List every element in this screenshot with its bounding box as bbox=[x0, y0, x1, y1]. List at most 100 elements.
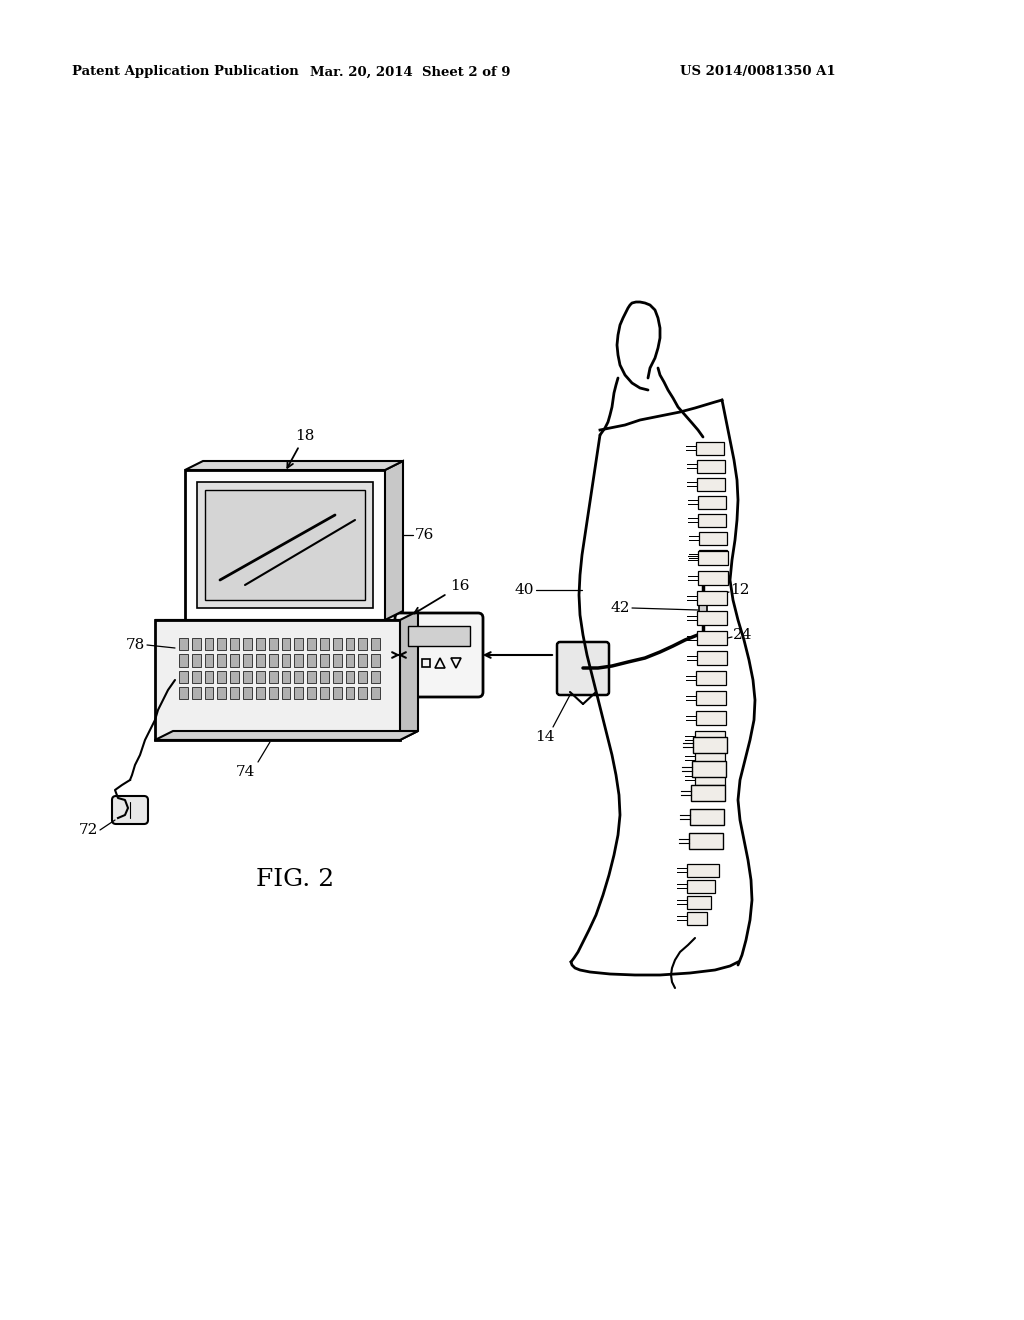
Text: 18: 18 bbox=[288, 429, 314, 467]
Bar bbox=[691, 785, 725, 801]
Bar bbox=[696, 690, 726, 705]
Bar bbox=[243, 671, 252, 682]
Bar bbox=[191, 686, 201, 700]
Bar bbox=[345, 638, 354, 651]
Bar bbox=[698, 550, 728, 565]
Polygon shape bbox=[385, 461, 403, 620]
Polygon shape bbox=[155, 731, 418, 741]
Bar bbox=[268, 686, 278, 700]
Bar bbox=[698, 532, 726, 544]
Text: US 2014/0081350 A1: US 2014/0081350 A1 bbox=[680, 66, 836, 78]
Polygon shape bbox=[155, 620, 400, 741]
Bar bbox=[179, 638, 187, 651]
Bar bbox=[191, 638, 201, 651]
Bar bbox=[333, 638, 342, 651]
Bar bbox=[319, 671, 329, 682]
Text: FIG. 2: FIG. 2 bbox=[256, 869, 334, 891]
Bar bbox=[697, 495, 725, 508]
FancyBboxPatch shape bbox=[112, 796, 148, 824]
Bar bbox=[243, 638, 252, 651]
Text: 74: 74 bbox=[236, 766, 255, 779]
Bar bbox=[205, 638, 213, 651]
Bar bbox=[294, 655, 303, 667]
Bar bbox=[294, 671, 303, 682]
Bar bbox=[687, 863, 719, 876]
Bar bbox=[333, 671, 342, 682]
Bar bbox=[345, 686, 354, 700]
Bar bbox=[319, 655, 329, 667]
Bar bbox=[268, 655, 278, 667]
Bar bbox=[294, 638, 303, 651]
Bar bbox=[371, 671, 380, 682]
Bar bbox=[307, 686, 316, 700]
Bar bbox=[695, 751, 725, 766]
Bar bbox=[319, 638, 329, 651]
Bar bbox=[256, 655, 264, 667]
Bar bbox=[217, 686, 226, 700]
Bar bbox=[294, 686, 303, 700]
Text: 24: 24 bbox=[733, 628, 753, 642]
Bar bbox=[345, 671, 354, 682]
Bar bbox=[256, 671, 264, 682]
Bar bbox=[205, 686, 213, 700]
Bar bbox=[243, 655, 252, 667]
Bar bbox=[358, 671, 368, 682]
Bar bbox=[698, 513, 726, 527]
Bar bbox=[687, 879, 715, 892]
Bar bbox=[699, 549, 727, 562]
Bar bbox=[696, 459, 725, 473]
Bar bbox=[697, 591, 727, 605]
Bar bbox=[282, 671, 291, 682]
Polygon shape bbox=[699, 601, 707, 616]
Bar bbox=[371, 655, 380, 667]
Bar bbox=[205, 671, 213, 682]
Bar bbox=[696, 651, 726, 665]
Bar bbox=[696, 671, 726, 685]
Bar bbox=[230, 671, 239, 682]
Polygon shape bbox=[185, 470, 385, 620]
Bar bbox=[692, 762, 726, 777]
Bar bbox=[371, 638, 380, 651]
Bar bbox=[230, 638, 239, 651]
Text: 40: 40 bbox=[514, 583, 534, 597]
Bar bbox=[696, 631, 727, 645]
Text: 72: 72 bbox=[79, 822, 98, 837]
Polygon shape bbox=[408, 626, 470, 645]
Bar bbox=[422, 659, 430, 667]
Polygon shape bbox=[205, 490, 365, 601]
Text: Mar. 20, 2014  Sheet 2 of 9: Mar. 20, 2014 Sheet 2 of 9 bbox=[309, 66, 510, 78]
Bar bbox=[179, 686, 187, 700]
Bar bbox=[319, 686, 329, 700]
Bar bbox=[695, 711, 726, 725]
Text: 78: 78 bbox=[126, 638, 145, 652]
Text: 76: 76 bbox=[415, 528, 434, 543]
Bar bbox=[217, 671, 226, 682]
Bar bbox=[230, 686, 239, 700]
Bar bbox=[307, 671, 316, 682]
Bar bbox=[256, 686, 264, 700]
Bar bbox=[697, 611, 727, 624]
Polygon shape bbox=[185, 461, 403, 470]
Bar bbox=[307, 655, 316, 667]
Bar bbox=[687, 895, 711, 908]
Bar bbox=[282, 638, 291, 651]
Bar bbox=[217, 638, 226, 651]
Text: 16: 16 bbox=[414, 579, 469, 614]
Text: 42: 42 bbox=[610, 601, 630, 615]
Bar bbox=[693, 737, 727, 752]
Bar bbox=[268, 638, 278, 651]
Text: 12: 12 bbox=[730, 583, 750, 597]
Bar bbox=[358, 686, 368, 700]
Bar bbox=[205, 655, 213, 667]
Bar bbox=[256, 638, 264, 651]
Bar bbox=[217, 655, 226, 667]
Bar bbox=[697, 478, 725, 491]
Polygon shape bbox=[197, 482, 373, 609]
Bar bbox=[697, 572, 728, 585]
Bar bbox=[282, 686, 291, 700]
Bar bbox=[696, 441, 724, 454]
Text: Patent Application Publication: Patent Application Publication bbox=[72, 66, 299, 78]
Bar bbox=[689, 833, 723, 849]
Bar bbox=[694, 771, 725, 785]
Bar bbox=[358, 638, 368, 651]
